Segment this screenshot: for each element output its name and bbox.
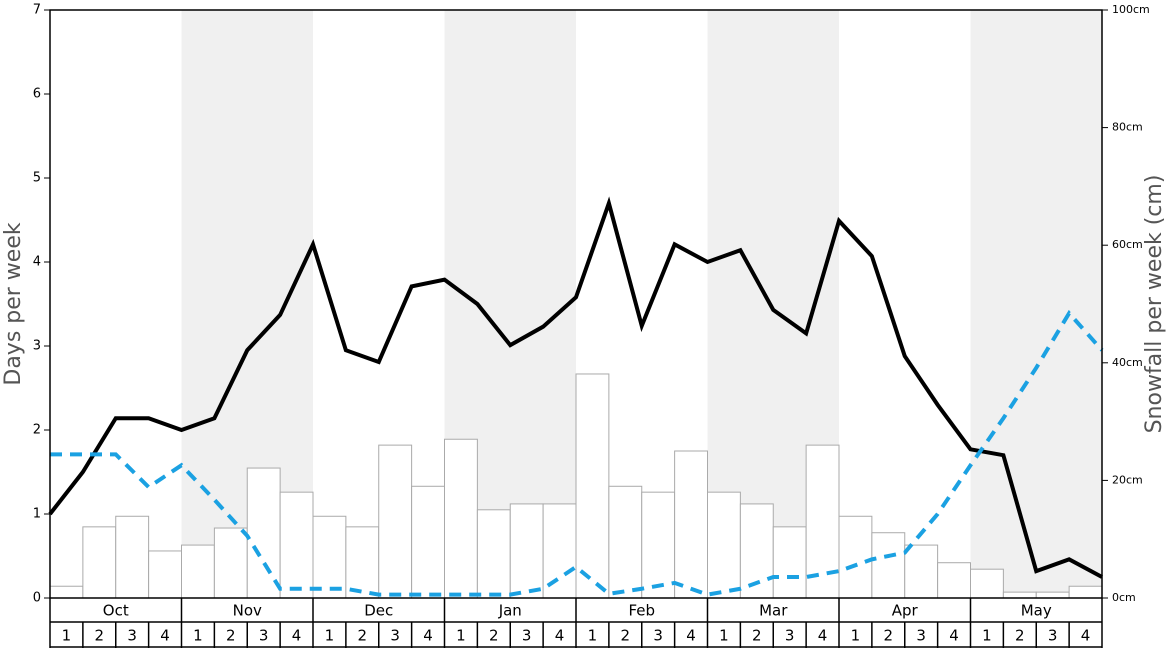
y2-tick-label: 0cm (1112, 591, 1136, 604)
x-tick-label: 1 (62, 627, 72, 645)
bar (904, 544, 939, 599)
x-tick-label: 2 (489, 627, 499, 645)
x-tick-label: 4 (292, 627, 302, 645)
x-tick-label: 2 (621, 627, 631, 645)
y2-tick-label: 100cm (1112, 3, 1150, 16)
x-tick-label: 1 (588, 627, 598, 645)
bar (871, 532, 906, 599)
month-label: Apr (892, 602, 919, 620)
x-tick-label: 3 (1048, 627, 1058, 645)
bar (345, 526, 380, 599)
x-tick-label: 3 (390, 627, 400, 645)
x-tick-label: 4 (160, 627, 170, 645)
bar (772, 526, 807, 599)
x-tick-label: 1 (851, 627, 861, 645)
x-tick-label: 1 (193, 627, 203, 645)
y-tick-label: 7 (33, 3, 41, 18)
month-label: Oct (103, 602, 129, 620)
x-tick-label: 4 (1081, 627, 1091, 645)
x-tick-label: 2 (226, 627, 236, 645)
bar (82, 526, 117, 599)
x-tick-label: 2 (884, 627, 894, 645)
bar (838, 515, 873, 599)
bar (937, 562, 971, 599)
month-label: Mar (759, 602, 788, 620)
bar (213, 527, 248, 599)
month-label: Dec (364, 602, 393, 620)
bar (970, 568, 1004, 599)
bar (641, 491, 676, 599)
bar (279, 491, 314, 599)
x-tick-label: 3 (653, 627, 663, 645)
y2-tick-label: 60cm (1112, 238, 1143, 251)
bar (181, 544, 215, 599)
bar (674, 450, 708, 599)
month-label: Nov (233, 602, 262, 620)
month-shade (970, 10, 1102, 598)
y2-tick-label: 40cm (1112, 356, 1143, 369)
month-label: May (1021, 602, 1052, 620)
bar (1035, 591, 1070, 599)
month-label: Jan (498, 602, 522, 620)
y-tick-label: 3 (33, 339, 41, 354)
x-tick-label: 3 (259, 627, 269, 645)
month-label: Feb (628, 602, 655, 620)
bar (312, 515, 347, 599)
solid-line (48, 196, 1103, 579)
bar (509, 503, 544, 599)
bar (115, 515, 150, 599)
x-tick-label: 2 (95, 627, 105, 645)
y2-tick-label: 20cm (1112, 473, 1143, 486)
y2-axis-label: Snowfall per week (cm) (1142, 175, 1167, 434)
y-tick-label: 0 (33, 591, 41, 606)
x-tick-label: 4 (818, 627, 828, 645)
x-tick-label: 4 (949, 627, 959, 645)
bar (1002, 591, 1037, 599)
bar (608, 485, 643, 599)
x-tick-label: 3 (785, 627, 795, 645)
y-tick-label: 2 (33, 423, 41, 438)
x-tick-label: 3 (522, 627, 532, 645)
bar (148, 550, 182, 599)
x-tick-label: 1 (325, 627, 335, 645)
y-axis-label: Days per week (1, 222, 26, 385)
bar (476, 509, 511, 599)
x-tick-label: 4 (555, 627, 565, 645)
y-tick-label: 5 (33, 171, 41, 186)
bar (444, 438, 478, 599)
y-tick-label: 1 (33, 507, 41, 522)
x-tick-label: 1 (719, 627, 729, 645)
bar (411, 485, 445, 599)
x-tick-label: 4 (423, 627, 433, 645)
bar (575, 373, 610, 599)
bar (378, 444, 413, 599)
x-tick-label: 2 (358, 627, 368, 645)
bar (49, 585, 84, 599)
bar (707, 491, 741, 599)
x-tick-label: 1 (456, 627, 466, 645)
x-tick-label: 2 (752, 627, 762, 645)
y-tick-label: 6 (33, 87, 41, 102)
y-tick-label: 4 (33, 255, 41, 270)
x-tick-label: 3 (127, 627, 137, 645)
x-tick-label: 4 (686, 627, 696, 645)
x-tick-label: 3 (916, 627, 926, 645)
bar (1068, 585, 1103, 599)
x-tick-label: 1 (982, 627, 992, 645)
x-tick-label: 2 (1015, 627, 1025, 645)
bar (246, 467, 281, 599)
y2-tick-label: 80cm (1112, 121, 1143, 134)
